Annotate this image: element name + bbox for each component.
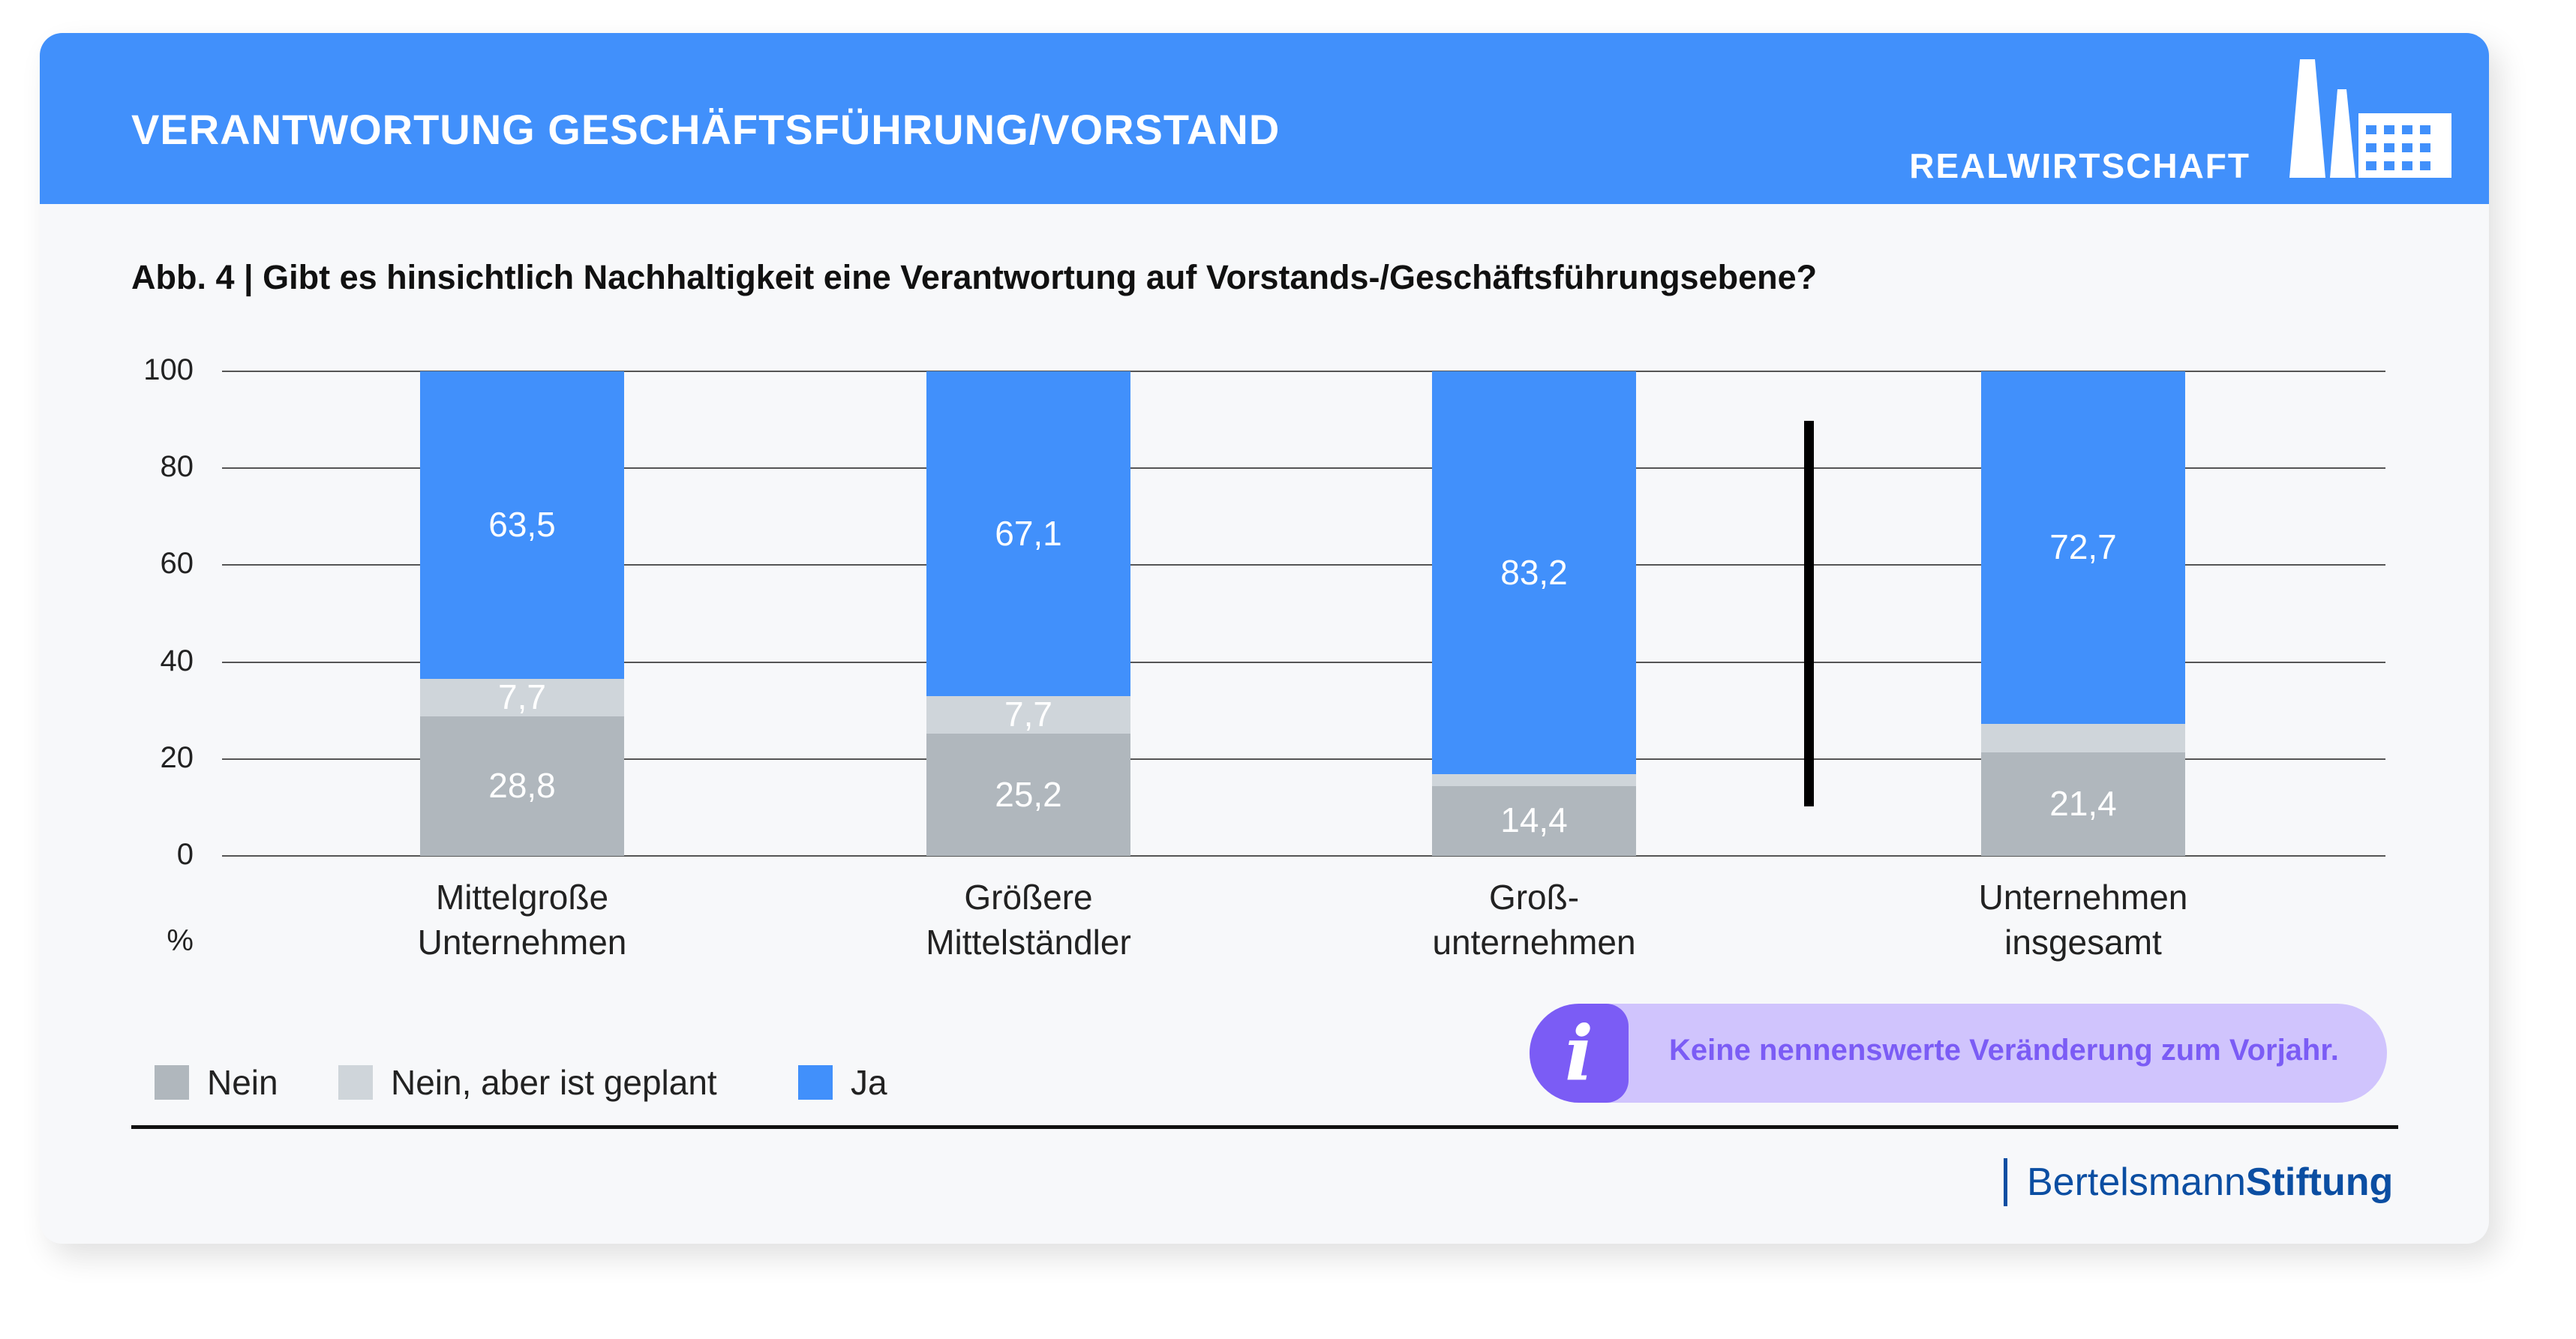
bar-segment (1981, 723, 2185, 752)
legend-item-nein: Nein (155, 1062, 278, 1103)
figure-subtitle: Abb. 4 | Gibt es hinsichtlich Nachhaltig… (131, 258, 1818, 296)
legend-item-ja: Ja (798, 1062, 887, 1103)
bar-value-label: 25,2 (995, 774, 1062, 814)
bar-value-label: 63,5 (488, 505, 556, 545)
y-tick-label: 100 (143, 353, 194, 386)
bertelsmann-logo: Bertelsmann Stiftung (2004, 1158, 2393, 1206)
bar-segment (420, 371, 624, 680)
header-category: REALWIRTSCHAFT (1909, 146, 2250, 185)
group-separator (1804, 421, 1814, 806)
info-text: Keine nennenswerte Veränderung zum Vorja… (1669, 1034, 2339, 1067)
gridline (222, 661, 2385, 663)
bar-value-label: 67,1 (995, 513, 1062, 553)
bar-segment (926, 371, 1130, 697)
bar-segment (1981, 371, 2185, 724)
legend-swatch (155, 1065, 189, 1100)
bar-value-label: 83,2 (1500, 552, 1568, 592)
bar-value-label: 14,4 (1500, 800, 1568, 840)
footer-divider (131, 1125, 2398, 1129)
gridline (222, 855, 2385, 857)
category-label: Größere Mittelständler (926, 878, 1131, 962)
legend-swatch (338, 1065, 373, 1100)
header-title: VERANTWORTUNG GESCHÄFTSFÜHRUNG/VORSTAND (131, 106, 1280, 153)
y-tick-label: 40 (160, 644, 194, 677)
bar-value-label: 7,7 (1004, 695, 1052, 734)
bar-segment (1432, 774, 1636, 786)
bar-segment (1981, 752, 2185, 856)
legend-label: Nein (207, 1063, 278, 1102)
legend-swatch (798, 1065, 833, 1100)
bar-segment (420, 679, 624, 716)
bar-segment (1432, 785, 1636, 856)
gridline (222, 371, 2385, 372)
legend-label: Nein, aber ist geplant (391, 1063, 717, 1102)
header-banner: VERANTWORTUNG GESCHÄFTSFÜHRUNG/VORSTAND … (40, 33, 2489, 204)
logo-part1: Bertelsmann (2027, 1160, 2246, 1204)
category-label: Groß- unternehmen (1432, 878, 1636, 962)
figure-card: VERANTWORTUNG GESCHÄFTSFÜHRUNG/VORSTAND … (40, 33, 2489, 1244)
legend-label: Ja (851, 1063, 887, 1102)
y-tick-label: 20 (160, 740, 194, 774)
info-callout: i Keine nennenswerte Veränderung zum Vor… (1530, 1004, 2387, 1103)
bar-value-label: 7,7 (498, 677, 546, 717)
category-label: Unternehmen insgesamt (1978, 878, 2188, 962)
bar-value-label: 28,8 (488, 765, 556, 805)
logo-part2: Stiftung (2245, 1160, 2394, 1204)
bar-value-label: 72,7 (2049, 527, 2117, 566)
info-icon: i (1530, 1004, 1629, 1103)
bar-segment (926, 696, 1130, 734)
bar-segment (1432, 371, 1636, 775)
logo-bar (2004, 1158, 2007, 1206)
gridline (222, 758, 2385, 760)
bar-segment (420, 716, 624, 856)
y-tick-label: 80 (160, 450, 194, 484)
gridline (222, 564, 2385, 566)
factory-icon (2289, 59, 2451, 178)
legend-item-geplant: Nein, aber ist geplant (338, 1062, 717, 1103)
gridline (222, 467, 2385, 470)
bar-value-label: 21,4 (2049, 783, 2117, 823)
category-label: Mittelgroße Unternehmen (417, 878, 627, 962)
bar-segment (926, 734, 1130, 856)
y-tick-label: 0 (176, 838, 194, 871)
y-axis-unit: % (167, 924, 194, 957)
y-tick-label: 60 (160, 547, 194, 581)
